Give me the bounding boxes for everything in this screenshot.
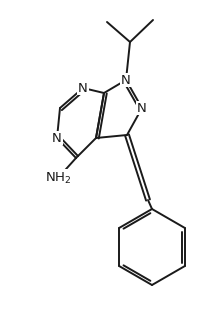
Text: N: N — [52, 132, 62, 144]
Text: N: N — [78, 82, 88, 94]
Text: N: N — [121, 73, 131, 87]
Text: NH$_2$: NH$_2$ — [45, 170, 71, 186]
Text: N: N — [137, 102, 147, 114]
